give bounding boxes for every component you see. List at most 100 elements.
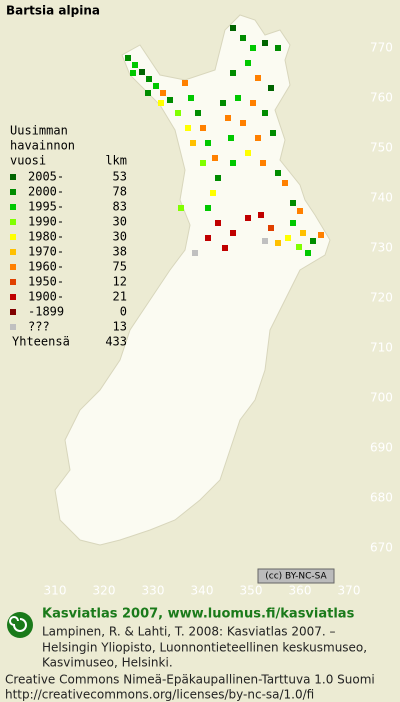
legend-label: 1950- xyxy=(28,275,64,289)
legend-swatch xyxy=(10,279,16,285)
observation-square xyxy=(262,110,268,116)
observation-square xyxy=(130,70,136,76)
license-text: Creative Commons Nimeä-Epäkaupallinen-Ta… xyxy=(5,673,375,687)
legend-count: 83 xyxy=(113,200,127,214)
observation-square xyxy=(245,215,251,221)
legend-label: 1970- xyxy=(28,245,64,259)
logo xyxy=(7,612,33,638)
legend-swatch xyxy=(10,264,16,270)
observation-square xyxy=(210,190,216,196)
legend-count: 30 xyxy=(113,230,127,244)
observation-square xyxy=(290,220,296,226)
legend-swatch xyxy=(10,249,16,255)
observation-square xyxy=(268,85,274,91)
observation-square xyxy=(230,70,236,76)
y-tick-label: 740 xyxy=(370,191,393,205)
observation-square xyxy=(205,140,211,146)
observation-square xyxy=(190,140,196,146)
legend-count: 21 xyxy=(113,290,127,304)
finland-outline xyxy=(54,14,331,546)
y-tick-label: 680 xyxy=(370,491,393,505)
y-tick-label: 750 xyxy=(370,141,393,155)
observation-square xyxy=(290,200,296,206)
observation-square xyxy=(245,60,251,66)
legend-label: 1960- xyxy=(28,260,64,274)
observation-square xyxy=(205,205,211,211)
observation-square xyxy=(215,175,221,181)
observation-square xyxy=(200,125,206,131)
legend-label: 2000- xyxy=(28,185,64,199)
observation-square xyxy=(182,80,188,86)
legend-label: 2005- xyxy=(28,170,64,184)
observation-square xyxy=(158,100,164,106)
observation-square xyxy=(139,69,145,75)
license-badge-box xyxy=(257,568,335,584)
y-tick-label: 730 xyxy=(370,241,393,255)
observation-square xyxy=(296,244,302,250)
observation-square xyxy=(262,238,268,244)
observation-square xyxy=(275,240,281,246)
legend-count: 78 xyxy=(113,185,127,199)
observation-square xyxy=(212,155,218,161)
observation-square xyxy=(300,230,306,236)
observation-square xyxy=(175,110,181,116)
observation-square xyxy=(225,115,231,121)
legend-label: 1980- xyxy=(28,230,64,244)
legend-title: Uusimman xyxy=(10,124,68,138)
legend-title: vuosi xyxy=(10,154,46,168)
legend-label: 1995- xyxy=(28,200,64,214)
observation-square xyxy=(285,235,291,241)
observation-square xyxy=(125,55,131,61)
observation-square xyxy=(228,135,234,141)
y-tick-label: 770 xyxy=(370,41,393,55)
observation-square xyxy=(230,230,236,236)
citation-line: Helsingin Yliopisto, Luonnontieteellinen… xyxy=(42,641,367,655)
observation-square xyxy=(167,97,173,103)
legend-swatch xyxy=(10,294,16,300)
observation-squares xyxy=(125,25,324,256)
legend-swatch xyxy=(10,189,16,195)
y-tick-label: 710 xyxy=(370,341,393,355)
legend-title: havainnon xyxy=(10,139,75,153)
legend-swatch xyxy=(10,309,16,315)
observation-square xyxy=(205,235,211,241)
observation-square xyxy=(275,170,281,176)
observation-square xyxy=(262,40,268,46)
license-badge: (cc) BY-NC-SA xyxy=(265,572,327,582)
observation-square xyxy=(195,110,201,116)
legend-count-header: lkm xyxy=(105,154,127,168)
observation-square xyxy=(260,160,266,166)
observation-square xyxy=(240,120,246,126)
legend-swatch xyxy=(10,174,16,180)
observation-square xyxy=(222,245,228,251)
legend-count: 13 xyxy=(113,320,127,334)
observation-square xyxy=(235,95,241,101)
observation-square xyxy=(145,90,151,96)
legend-label: 1900- xyxy=(28,290,64,304)
legend-count: 30 xyxy=(113,215,127,229)
observation-square xyxy=(310,238,316,244)
observation-square xyxy=(240,35,246,41)
x-tick-label: 360 xyxy=(289,584,312,598)
observation-square xyxy=(178,205,184,211)
observation-square xyxy=(220,100,226,106)
footer-heading: Kasviatlas 2007, www.luomus.fi/kasviatla… xyxy=(42,607,355,622)
observation-square xyxy=(258,212,264,218)
observation-square xyxy=(160,90,166,96)
observation-square xyxy=(297,208,303,214)
observation-square xyxy=(230,160,236,166)
y-tick-label: 700 xyxy=(370,391,393,405)
y-tick-label: 720 xyxy=(370,291,393,305)
observation-square xyxy=(153,83,159,89)
x-tick-label: 350 xyxy=(240,584,263,598)
observation-square xyxy=(305,250,311,256)
x-tick-label: 370 xyxy=(338,584,361,598)
observation-square xyxy=(215,220,221,226)
observation-square xyxy=(318,232,324,238)
observation-square xyxy=(185,125,191,131)
x-tick-label: 330 xyxy=(142,584,165,598)
y-tick-label: 670 xyxy=(370,541,393,555)
